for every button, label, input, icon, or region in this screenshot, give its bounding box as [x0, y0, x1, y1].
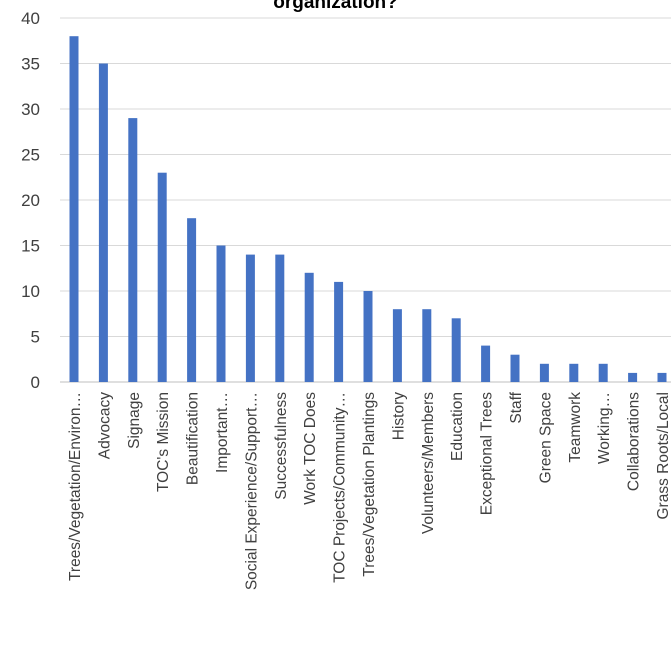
x-tick-label: Collaborations: [626, 392, 643, 491]
bar: [451, 318, 461, 382]
x-tick-label: Signage: [126, 392, 143, 449]
y-tick-label: 40: [21, 9, 40, 28]
y-tick-label: 20: [21, 191, 40, 210]
bar: [392, 309, 402, 382]
bar: [569, 363, 579, 382]
bar: [304, 272, 314, 382]
x-tick-label: TOC Projects/Community…: [332, 392, 349, 583]
bar: [598, 363, 608, 382]
bar: [481, 345, 491, 382]
bar: [510, 354, 520, 382]
bar: [216, 245, 226, 382]
x-tick-label: Staff: [508, 391, 525, 423]
x-tick-label: Green Space: [537, 392, 554, 483]
x-tick-label: Working…: [596, 392, 613, 464]
bar: [98, 63, 108, 382]
x-tick-label: Work TOC Does: [302, 392, 319, 505]
x-tick-label: History: [390, 392, 407, 440]
bar: [539, 363, 549, 382]
x-tick-label: Important…: [214, 392, 231, 473]
bar: [334, 281, 344, 382]
y-tick-label: 25: [21, 146, 40, 165]
bar: [69, 36, 79, 382]
bar: [422, 309, 432, 382]
x-tick-label: Teamwork: [567, 392, 584, 463]
y-tick-label: 15: [21, 237, 40, 256]
bar: [363, 291, 373, 382]
x-tick-label: Successfulness: [273, 392, 290, 500]
x-tick-label: Volunteers/Members: [420, 392, 437, 534]
bar: [157, 172, 167, 382]
bar: [128, 118, 138, 382]
x-tick-label: Exceptional Trees: [479, 392, 496, 515]
x-tick-label: TOC's Mission: [155, 392, 172, 492]
y-tick-label: 35: [21, 55, 40, 74]
x-tick-label: Education: [449, 392, 466, 461]
x-tick-label: Beautification: [185, 392, 202, 485]
bar: [245, 254, 255, 382]
y-tick-label: 30: [21, 100, 40, 119]
x-tick-label: Social Experience/Support…: [243, 392, 260, 590]
x-tick-label: Grass Roots/Local: [655, 392, 671, 520]
bar: [187, 218, 197, 382]
x-tick-label: Advocacy: [96, 392, 113, 459]
bar: [657, 372, 667, 382]
y-tick-label: 5: [31, 328, 40, 347]
x-tick-label: Trees/Vegetation/Environ…: [67, 392, 84, 581]
x-tick-label: Trees/Vegetation Plantings: [361, 392, 378, 577]
bar: [628, 372, 638, 382]
y-tick-label: 10: [21, 282, 40, 301]
y-tick-label: 0: [31, 373, 40, 392]
bar: [275, 254, 285, 382]
chart-title: organization?: [273, 0, 398, 13]
